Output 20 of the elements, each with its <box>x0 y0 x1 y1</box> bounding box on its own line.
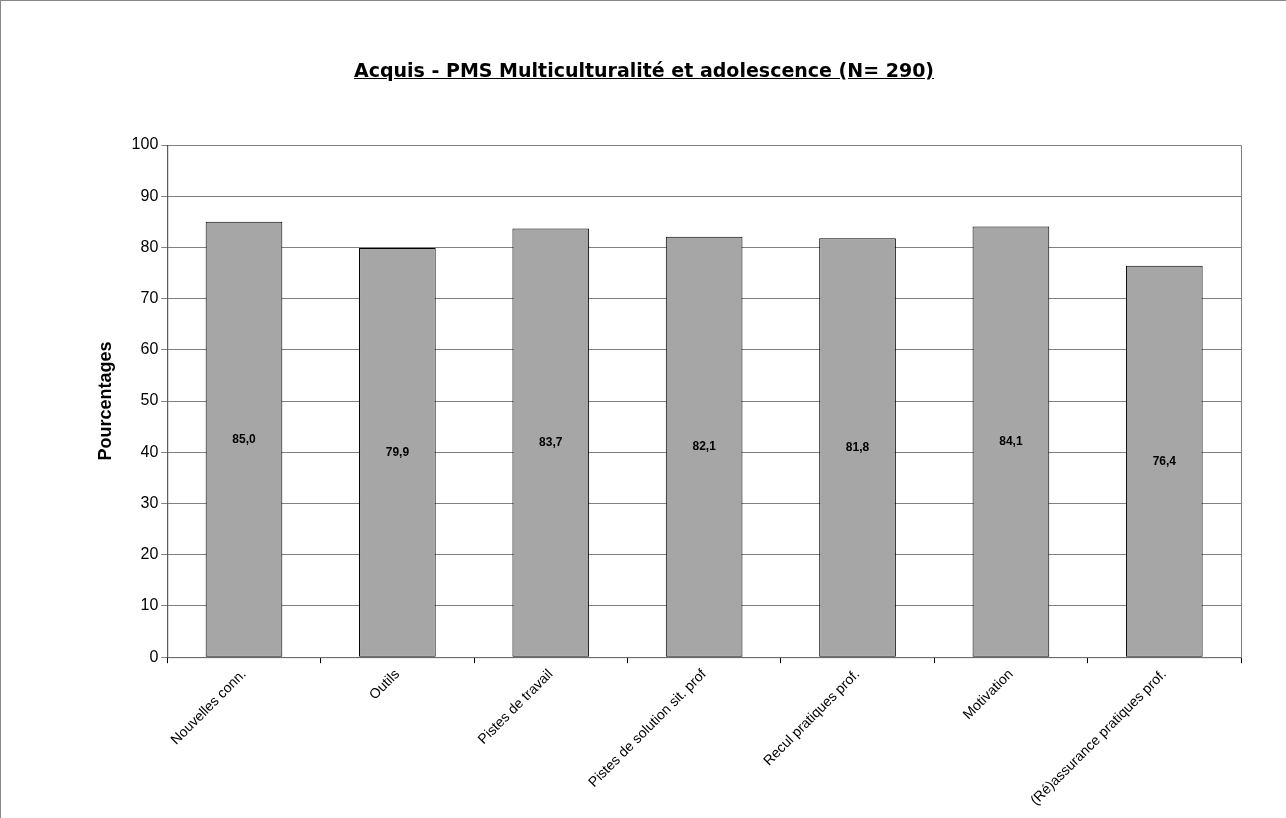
y-tick-label: 90 <box>140 186 159 204</box>
y-tick-label: 30 <box>140 493 159 511</box>
y-tick-label: 40 <box>140 442 159 460</box>
y-tick-label: 10 <box>140 596 159 614</box>
y-tick-label: 20 <box>140 545 159 563</box>
data-label: 79,9 <box>385 444 410 459</box>
y-tick-label: 70 <box>140 289 159 307</box>
data-label: 76,4 <box>1152 453 1177 468</box>
data-label: 85,0 <box>232 431 256 446</box>
data-label: 82,1 <box>692 438 717 453</box>
y-axis-title: Pourcentages <box>94 341 115 461</box>
y-tick-label: 0 <box>149 647 159 665</box>
y-tick-label: 60 <box>140 340 159 358</box>
data-label: 81,8 <box>845 439 870 454</box>
data-label: 83,7 <box>539 434 563 449</box>
y-tick-label: 80 <box>140 237 159 255</box>
data-label: 84,1 <box>999 433 1023 448</box>
chart-title: Acquis - PMS Multiculturalité et adolescence (N= 290) <box>352 59 936 81</box>
y-tick-label: 100 <box>131 135 159 153</box>
y-tick-label: 50 <box>140 391 159 409</box>
